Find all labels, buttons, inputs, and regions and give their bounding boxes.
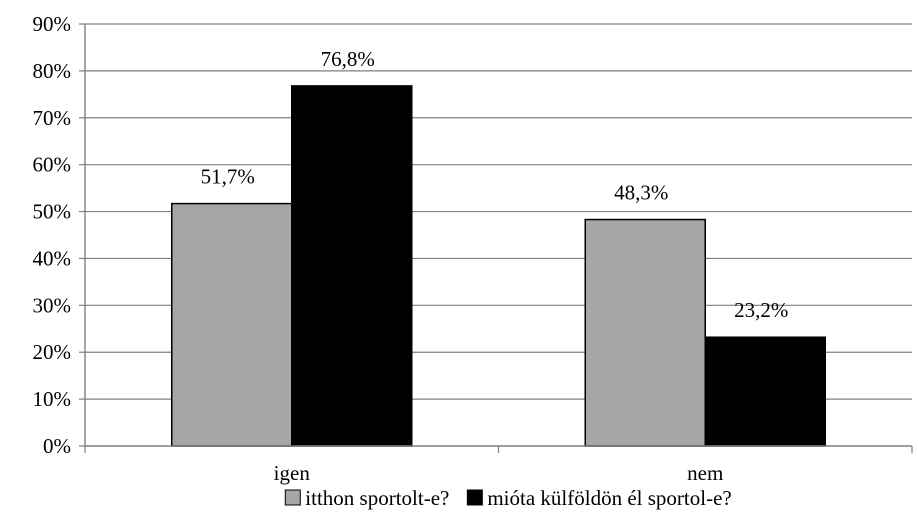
legend: itthon sportolt-e? mióta külföldön él spo… [284, 486, 732, 510]
x-category-labels: igen nem [274, 461, 724, 485]
legend-swatch [284, 489, 301, 506]
y-tick-label: 90% [33, 12, 72, 36]
y-tick-labels: 0% 10% 20% 30% 40% 50% 60% 70% 80% 90% [33, 12, 72, 458]
y-tick-label: 10% [33, 387, 72, 411]
data-label: 23,2% [734, 298, 788, 322]
bar [704, 336, 826, 447]
data-label: 51,7% [201, 165, 255, 189]
bars [171, 85, 826, 447]
x-category-label: igen [274, 461, 311, 485]
legend-label: mióta külföldön él sportol-e? [487, 486, 731, 510]
y-tick-label: 70% [33, 106, 72, 130]
data-label: 48,3% [614, 181, 668, 205]
y-tick-label: 60% [33, 153, 72, 177]
bar [171, 202, 293, 447]
axes [79, 23, 913, 453]
bar [291, 85, 413, 447]
data-labels: 51,7% 76,8% 48,3% 23,2% [201, 47, 789, 322]
y-tick-label: 0% [43, 434, 71, 458]
y-tick-label: 20% [33, 340, 72, 364]
y-tick-label: 40% [33, 246, 72, 270]
y-tick-label: 80% [33, 59, 72, 83]
x-category-label: nem [687, 461, 723, 485]
y-tick-label: 50% [33, 200, 72, 224]
data-label: 76,8% [321, 47, 375, 71]
legend-label: itthon sportolt-e? [305, 486, 449, 510]
y-tick-label: 30% [33, 293, 72, 317]
legend-swatch [466, 489, 483, 506]
bar [584, 218, 706, 447]
